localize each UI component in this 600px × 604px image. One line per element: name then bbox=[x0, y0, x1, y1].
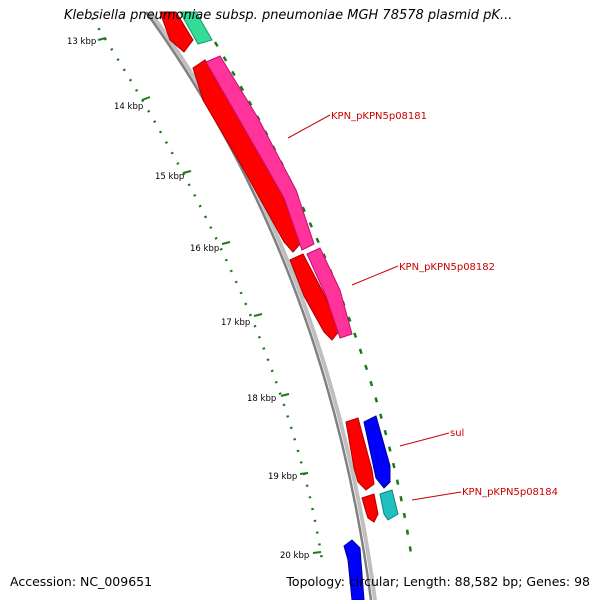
gene-labels: KPN_pKPN5p08181 KPN_pKPN5p08182 sul KPN_… bbox=[331, 111, 558, 498]
kbp-label-16: 16 kbp bbox=[190, 244, 219, 254]
accession-label: Accession: NC_009651 bbox=[10, 574, 153, 589]
gene-blue-bottom[interactable] bbox=[343, 539, 365, 601]
gene-red-top[interactable] bbox=[159, 11, 194, 53]
kbp-labels: 13 kbp 14 kbp 15 kbp 16 kbp 17 kbp 18 kb… bbox=[67, 37, 309, 561]
inner-ruler-dots bbox=[90, 17, 324, 561]
gene-magenta-08182[interactable] bbox=[306, 247, 353, 339]
kbp-label-19: 19 kbp bbox=[268, 472, 297, 482]
kbp-label-13: 13 kbp bbox=[67, 37, 96, 47]
gene-label-08181[interactable]: KPN_pKPN5p08181 bbox=[331, 111, 427, 122]
kbp-label-18: 18 kbp bbox=[247, 394, 276, 404]
backbone-arc bbox=[144, 11, 373, 601]
inner-ruler-ticks bbox=[97, 37, 322, 554]
gene-label-sul[interactable]: sul bbox=[450, 428, 464, 439]
gene-red-sul[interactable] bbox=[345, 417, 375, 491]
kbp-label-15: 15 kbp bbox=[155, 172, 184, 182]
topology-summary: Topology: circular; Length: 88,582 bp; G… bbox=[286, 574, 590, 589]
gene-teal-top[interactable] bbox=[179, 11, 213, 45]
gene-cyan-08184[interactable] bbox=[379, 489, 399, 521]
gene-blue-sul[interactable] bbox=[363, 415, 391, 489]
gene-red-08184[interactable] bbox=[361, 493, 379, 523]
gene-magenta-08181[interactable] bbox=[205, 55, 315, 251]
gene-label-08184[interactable]: KPN_pKPN5p08184 bbox=[462, 487, 558, 498]
label-leaders bbox=[287, 114, 462, 501]
kbp-label-20: 20 kbp bbox=[280, 551, 309, 561]
gene-red-08182[interactable] bbox=[289, 253, 341, 341]
map-title: Klebsiella pneumoniae subsp. pneumoniae … bbox=[64, 8, 513, 23]
gene-red-08181[interactable] bbox=[192, 59, 302, 253]
gene-label-08182[interactable]: KPN_pKPN5p08182 bbox=[399, 262, 495, 273]
kbp-label-17: 17 kbp bbox=[221, 318, 250, 328]
kbp-label-14: 14 kbp bbox=[114, 102, 143, 112]
gene-features bbox=[159, 11, 399, 601]
